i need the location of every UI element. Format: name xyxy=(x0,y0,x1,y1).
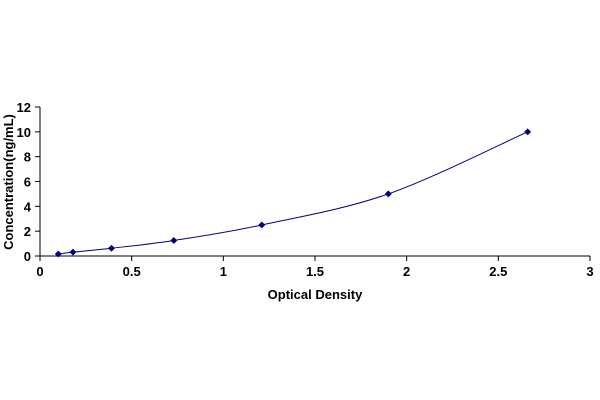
data-point-marker xyxy=(69,248,77,256)
tick-labels: 0 0.5 1 1.5 2 2.5 3 0 2 4 6 8 10 12 xyxy=(17,100,594,279)
x-axis-title: Optical Density xyxy=(268,287,363,302)
x-tick-label: 0.5 xyxy=(123,264,141,279)
data-points xyxy=(54,128,532,258)
y-tick-label: 2 xyxy=(24,224,31,239)
x-tick-label: 2.5 xyxy=(489,264,507,279)
axes xyxy=(35,106,591,261)
y-tick-label: 10 xyxy=(17,125,31,140)
y-tick-label: 8 xyxy=(24,150,31,165)
x-tick-label: 1 xyxy=(220,264,227,279)
data-point-marker xyxy=(170,236,178,245)
y-tick-label: 4 xyxy=(24,199,32,214)
data-point-marker xyxy=(258,221,266,229)
data-point-marker xyxy=(107,244,116,252)
data-point-marker xyxy=(54,250,62,258)
x-tick-label: 2 xyxy=(403,264,410,279)
x-tick-label: 0 xyxy=(36,264,43,279)
x-tick-label: 3 xyxy=(586,264,593,279)
y-tick-label: 0 xyxy=(24,249,31,264)
data-point-marker xyxy=(524,128,532,136)
data-point-marker xyxy=(384,190,392,198)
y-axis-title: Concentration(ng/mL) xyxy=(1,114,16,250)
x-tick-label: 1.5 xyxy=(306,264,324,279)
y-tick-label: 6 xyxy=(24,175,31,190)
y-tick-label: 12 xyxy=(17,100,31,115)
